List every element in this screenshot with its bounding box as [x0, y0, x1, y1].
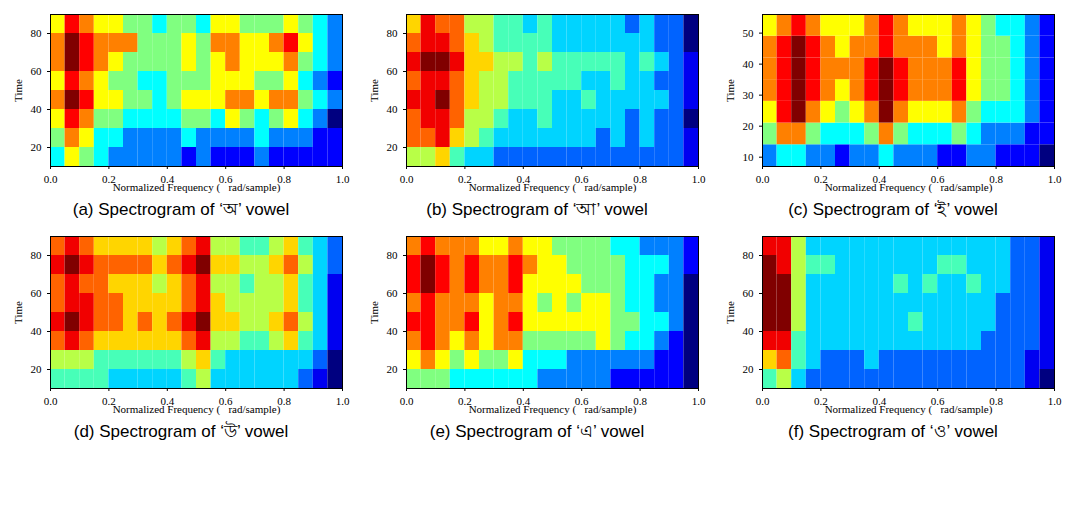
svg-text:0.0: 0.0 — [756, 395, 770, 407]
svg-text:0.4: 0.4 — [160, 395, 175, 408]
svg-text:Time: Time — [724, 79, 736, 102]
svg-text:Normalized Frequency ( rad/s: Normalized Frequency ( rad/sample) — [469, 181, 637, 194]
html-text:(e) Spectrogram of ‘এ’ vowel: (e) Spectrogram of ‘এ’ vowel — [429, 422, 645, 441]
svg-text:Time: Time — [368, 79, 380, 102]
svg-text:40: 40 — [31, 103, 43, 115]
svg-text:0.8: 0.8 — [277, 395, 291, 408]
svg-text:0.6: 0.6 — [218, 395, 233, 408]
svg-text:0.0: 0.0 — [44, 173, 58, 185]
html-text:(f) Spectrogram of ‘ও’ vowel: (f) Spectrogram of ‘ও’ vowel — [788, 422, 998, 441]
svg-text:Time: Time — [12, 301, 24, 324]
svg-text:0.2: 0.2 — [102, 173, 116, 186]
svg-text:80: 80 — [387, 249, 399, 261]
svg-text:0.4: 0.4 — [516, 173, 531, 186]
svg-text:0.8: 0.8 — [989, 173, 1003, 186]
svg-text:0.0: 0.0 — [44, 395, 58, 407]
svg-text:80: 80 — [387, 27, 399, 39]
svg-text:1.0: 1.0 — [1048, 395, 1062, 407]
svg-text:20: 20 — [387, 141, 399, 153]
svg-text:60: 60 — [743, 287, 755, 299]
svg-text:1.0: 1.0 — [336, 395, 350, 407]
svg-text:0.2: 0.2 — [814, 395, 828, 408]
html-text:(d) Spectrogram of ‘উ’ vowel: (d) Spectrogram of ‘উ’ vowel — [73, 422, 289, 441]
svg-text:40: 40 — [387, 103, 399, 115]
svg-text:30: 30 — [743, 89, 755, 101]
svg-text:0.2: 0.2 — [458, 395, 472, 408]
svg-text:60: 60 — [387, 65, 399, 77]
svg-text:0.6: 0.6 — [218, 173, 233, 186]
svg-text:Normalized Frequency ( rad/s: Normalized Frequency ( rad/sample) — [469, 403, 637, 416]
svg-text:1.0: 1.0 — [1048, 173, 1062, 185]
svg-text:0.0: 0.0 — [756, 173, 770, 185]
svg-text:0.8: 0.8 — [633, 395, 647, 408]
svg-text:60: 60 — [31, 65, 43, 77]
svg-text:1.0: 1.0 — [336, 173, 350, 185]
svg-text:0.2: 0.2 — [458, 173, 472, 186]
svg-text:0.0: 0.0 — [400, 395, 414, 407]
svg-text:Time: Time — [12, 79, 24, 102]
svg-text:0.4: 0.4 — [872, 395, 887, 408]
svg-text:20: 20 — [387, 363, 399, 375]
svg-text:40: 40 — [387, 325, 399, 337]
svg-text:40: 40 — [743, 325, 755, 337]
svg-text:80: 80 — [31, 249, 43, 261]
svg-text:0.8: 0.8 — [277, 173, 291, 186]
html-text:(a) Spectrogram of ‘অ’ vowel: (a) Spectrogram of ‘অ’ vowel — [72, 200, 290, 219]
svg-text:0.6: 0.6 — [574, 173, 589, 186]
svg-text:0.6: 0.6 — [930, 395, 945, 408]
svg-text:40: 40 — [743, 58, 755, 70]
svg-text:0.0: 0.0 — [400, 173, 414, 185]
svg-text:0.4: 0.4 — [160, 173, 175, 186]
svg-text:50: 50 — [743, 27, 755, 39]
svg-text:1.0: 1.0 — [692, 173, 706, 185]
svg-text:0.6: 0.6 — [574, 395, 589, 408]
svg-text:20: 20 — [743, 363, 755, 375]
svg-text:0.4: 0.4 — [872, 173, 887, 186]
svg-text:0.6: 0.6 — [930, 173, 945, 186]
svg-text:Normalized Frequency ( rad/s: Normalized Frequency ( rad/sample) — [113, 403, 281, 416]
svg-text:20: 20 — [31, 141, 43, 153]
svg-text:0.4: 0.4 — [516, 395, 531, 408]
svg-text:40: 40 — [31, 325, 43, 337]
html-text:(b) Spectrogram of ‘আ’ vowel: (b) Spectrogram of ‘আ’ vowel — [426, 200, 648, 219]
svg-text:60: 60 — [387, 287, 399, 299]
svg-text:80: 80 — [743, 249, 755, 261]
svg-text:80: 80 — [31, 27, 43, 39]
html-text:(c) Spectrogram of ‘ই’ vowel: (c) Spectrogram of ‘ই’ vowel — [788, 200, 998, 219]
svg-text:Time: Time — [368, 301, 380, 324]
svg-text:60: 60 — [31, 287, 43, 299]
svg-text:Normalized Frequency ( rad/s: Normalized Frequency ( rad/sample) — [825, 181, 993, 194]
svg-text:Time: Time — [724, 301, 736, 324]
svg-text:1.0: 1.0 — [692, 395, 706, 407]
svg-text:0.8: 0.8 — [989, 395, 1003, 408]
svg-text:0.2: 0.2 — [102, 395, 116, 408]
svg-text:20: 20 — [31, 363, 43, 375]
svg-text:0.8: 0.8 — [633, 173, 647, 186]
svg-text:0.2: 0.2 — [814, 173, 828, 186]
svg-text:10: 10 — [743, 151, 755, 163]
svg-text:Normalized Frequency ( rad/s: Normalized Frequency ( rad/sample) — [113, 181, 281, 194]
svg-text:20: 20 — [743, 120, 755, 132]
svg-text:Normalized Frequency ( rad/s: Normalized Frequency ( rad/sample) — [825, 403, 993, 416]
